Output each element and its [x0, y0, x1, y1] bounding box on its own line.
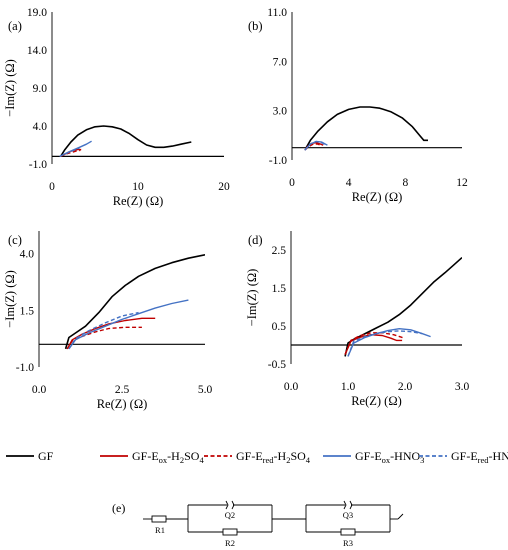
x-tick-label: 20 — [218, 181, 230, 193]
series-line-GF-Ered-HNO3 — [68, 311, 139, 350]
cpe-q2 — [225, 500, 229, 510]
r2-label: R2 — [225, 538, 235, 548]
legend-label: GF-Ered-HNO3 — [451, 449, 508, 465]
panel-label: (c) — [8, 233, 22, 247]
x-tick-label: 4 — [346, 177, 352, 189]
resistor-r2 — [222, 528, 238, 536]
legend-item-GF-Eox-HNO3: GF-Eox-HNO3 — [323, 449, 424, 465]
y-tick-label: 4.0 — [20, 249, 35, 261]
legend-label: GF-Eox-HNO3 — [355, 449, 424, 465]
y-tick-label: -0.5 — [268, 359, 286, 371]
y-tick-label: 0.5 — [272, 321, 287, 333]
series-line-GF-Ered-HNO3 — [304, 140, 327, 151]
wire — [397, 513, 404, 520]
series-line-GF-Ered-HNO3 — [347, 330, 423, 357]
x-tick-label: 0.0 — [284, 381, 299, 393]
legend-label: GF — [38, 449, 54, 463]
x-tick-label: 0.0 — [32, 384, 47, 396]
chart-panel-b: -1.0 3.0 7.0 11.0 0 4 8 12 Re(Z) (Ω) (b) — [248, 7, 468, 204]
x-axis-label: Re(Z) (Ω) — [351, 394, 402, 408]
y-axis-label: −Im(Z) (Ω) — [3, 270, 17, 328]
series-line-GF-Ered-H2SO4 — [66, 326, 142, 350]
x-tick-label: 2.0 — [398, 381, 413, 393]
cpe-q3 — [349, 500, 353, 510]
y-axis-label: −Im(Z) (Ω) — [3, 59, 17, 117]
series-line-GF-Ered-HNO3 — [59, 147, 80, 158]
y-tick-label: 14.0 — [27, 45, 47, 57]
x-axis-label: Re(Z) (Ω) — [97, 397, 148, 411]
chart-panel-d: -0.5 0.5 1.5 2.5 0.0 1.0 2.0 3.0 Re(Z) (Ω) −Im(Z)… — [245, 231, 469, 408]
y-tick-label: -1.0 — [29, 159, 47, 171]
series-line-GF-Ered-H2SO4 — [344, 332, 405, 355]
legend-item-GF: GF — [6, 449, 54, 463]
series-line-GF-Eox-HNO3 — [347, 328, 431, 357]
series-line-GF-Eox-H2SO4 — [66, 317, 156, 350]
series-line-GF — [305, 106, 428, 149]
series-line-GF — [64, 254, 205, 350]
y-tick-label: 2.5 — [272, 245, 287, 257]
x-tick-label: 2.5 — [115, 384, 130, 396]
x-axis-label: Re(Z) (Ω) — [113, 194, 164, 208]
series-line-GF-Eox-H2SO4 — [344, 334, 403, 355]
y-tick-label: 7.0 — [273, 56, 288, 68]
resistor-r3 — [340, 528, 356, 536]
panel-label: (a) — [8, 19, 22, 33]
legend-label: GF-Ered-H2SO4 — [236, 449, 311, 465]
r3-label: R3 — [343, 538, 353, 548]
y-tick-label: 11.0 — [267, 7, 287, 19]
x-axis-label: Re(Z) (Ω) — [352, 190, 403, 204]
cpe-q2 — [231, 500, 235, 510]
y-tick-label: 1.5 — [20, 305, 35, 317]
series-line-GF-Eox-HNO3 — [59, 140, 92, 158]
x-tick-label: 12 — [456, 177, 468, 189]
x-tick-label: 0 — [49, 181, 55, 193]
y-tick-label: 19.0 — [27, 7, 47, 19]
equivalent-circuit: (e) R1 Q2 R2 Q3 R3 — [112, 500, 404, 548]
legend-item-GF-Ered-H2SO4: GF-Ered-H2SO4 — [204, 449, 311, 465]
series-line-GF — [59, 125, 192, 157]
legend-item-GF-Eox-H2SO4: GF-Eox-H2SO4 — [100, 449, 204, 465]
q2-label: Q2 — [225, 510, 235, 520]
x-tick-label: 3.0 — [455, 381, 470, 393]
series-line-GF-Eox-HNO3 — [68, 299, 189, 350]
r1-label: R1 — [155, 525, 165, 535]
series-line-GF — [344, 257, 462, 357]
legend-item-GF-Ered-HNO3: GF-Ered-HNO3 — [419, 449, 508, 465]
chart-panel-a: -1.0 4.0 9.0 14.0 19.0 0 10 20 Re(Z) (Ω) −Im(Z) (… — [3, 7, 230, 208]
cpe-q3 — [343, 500, 347, 510]
x-tick-label: 8 — [402, 177, 408, 189]
y-tick-label: 3.0 — [273, 106, 288, 118]
y-tick-label: 4.0 — [33, 121, 48, 133]
y-tick-label: -1.0 — [16, 362, 34, 374]
legend: GF GF-Eox-H2SO4 GF-Ered-H2SO4 GF-Eox-HNO3 GF… — [6, 449, 508, 465]
y-tick-label: 9.0 — [33, 83, 48, 95]
resistor-r1 — [151, 515, 167, 523]
x-tick-label: 0 — [289, 177, 295, 189]
q3-label: Q3 — [343, 510, 353, 520]
legend-label: GF-Eox-H2SO4 — [132, 449, 204, 465]
chart-panel-c: -1.0 1.5 4.0 0.0 2.5 5.0 Re(Z) (Ω) −Im(Z) (Ω) (c… — [3, 231, 212, 411]
panel-label: (d) — [248, 233, 263, 247]
y-tick-label: -1.0 — [269, 155, 287, 167]
y-tick-label: 1.5 — [272, 283, 287, 295]
circuit-label: (e) — [112, 501, 125, 515]
panel-label: (b) — [248, 19, 263, 33]
x-tick-label: 10 — [132, 181, 144, 193]
y-axis-label: −Im(Z) (Ω) — [245, 269, 259, 327]
x-tick-label: 1.0 — [341, 381, 356, 393]
x-tick-label: 5.0 — [198, 384, 213, 396]
